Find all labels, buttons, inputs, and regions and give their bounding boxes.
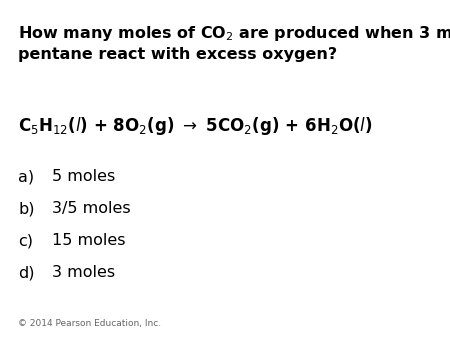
Text: How many moles of CO$_2$ are produced when 3 moles of
pentane react with excess : How many moles of CO$_2$ are produced wh… bbox=[18, 24, 450, 62]
Text: a): a) bbox=[18, 169, 34, 184]
Text: © 2014 Pearson Education, Inc.: © 2014 Pearson Education, Inc. bbox=[18, 319, 161, 328]
Text: 5 moles: 5 moles bbox=[52, 169, 115, 184]
Text: d): d) bbox=[18, 265, 35, 280]
Text: c): c) bbox=[18, 233, 33, 248]
Text: 15 moles: 15 moles bbox=[52, 233, 125, 248]
Text: C$_5$H$_{12}$($\it{l}$) + 8O$_2$(g) $\rightarrow$ 5CO$_2$(g) + 6H$_2$O($\it{l}$): C$_5$H$_{12}$($\it{l}$) + 8O$_2$(g) $\ri… bbox=[18, 115, 373, 137]
Text: 3/5 moles: 3/5 moles bbox=[52, 201, 130, 216]
Text: b): b) bbox=[18, 201, 35, 216]
Text: 3 moles: 3 moles bbox=[52, 265, 115, 280]
